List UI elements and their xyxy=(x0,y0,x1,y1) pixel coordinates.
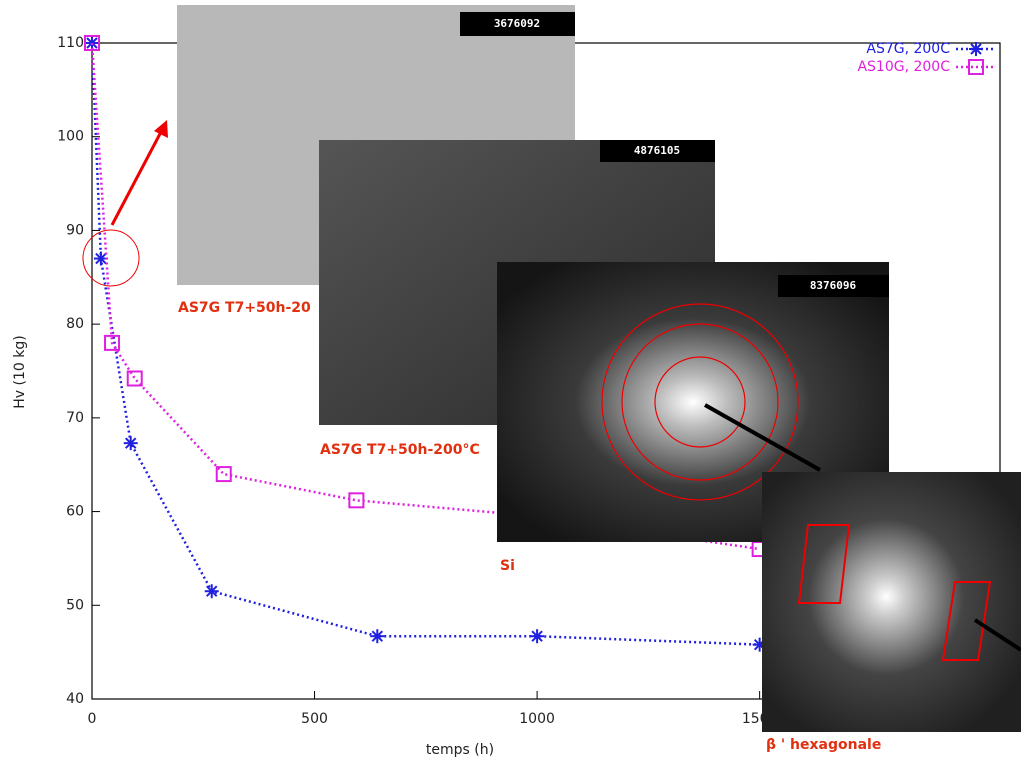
legend-label: AS10G, 200C xyxy=(857,59,950,75)
arrow-head xyxy=(154,120,168,138)
image-id-box xyxy=(778,275,889,297)
image-caption: AS7G T7+50h-20 xyxy=(178,300,311,316)
x-tick-label: 500 xyxy=(301,711,328,727)
marker xyxy=(126,370,143,387)
ring xyxy=(654,356,746,448)
region-box xyxy=(941,581,992,661)
y-axis-label: Hv (10 kg) xyxy=(12,335,28,408)
y-tick-label: 50 xyxy=(66,597,84,613)
x-axis-label: temps (h) xyxy=(426,742,494,758)
marker-stroke xyxy=(125,437,137,449)
x-tick-label: 1000 xyxy=(519,711,555,727)
marker-stroke xyxy=(95,252,107,265)
legend-label: AS7G, 200C xyxy=(866,41,950,57)
marker-stroke xyxy=(970,43,982,55)
image-caption: β ' hexagonale xyxy=(766,737,881,753)
image-id: 4876105 xyxy=(634,144,680,157)
marker-stroke xyxy=(531,630,543,642)
marker xyxy=(104,334,121,351)
legend-marker xyxy=(969,42,983,56)
y-tick-label: 70 xyxy=(66,410,84,426)
marker-stroke xyxy=(206,585,218,597)
y-tick-label: 40 xyxy=(66,691,84,707)
marker xyxy=(530,629,545,644)
x-tick-label: 0 xyxy=(88,711,97,727)
beam-stop xyxy=(704,403,821,472)
y-tick-label: 90 xyxy=(66,222,84,238)
image-caption: AS7G T7+50h-200°C xyxy=(320,442,480,458)
image-id: 3676092 xyxy=(494,17,540,30)
y-tick-label: 100 xyxy=(57,129,84,145)
y-tick-label: 80 xyxy=(66,316,84,332)
marker xyxy=(84,35,100,51)
legend-marker xyxy=(968,59,984,75)
marker xyxy=(123,436,138,451)
ring xyxy=(621,323,779,481)
image-id: 8376096 xyxy=(810,279,857,292)
marker xyxy=(370,629,385,644)
beam-stop xyxy=(973,618,1021,652)
highlight-circle xyxy=(82,229,140,287)
marker xyxy=(204,584,219,599)
arrow xyxy=(110,129,164,226)
image-id-box xyxy=(600,140,715,162)
y-tick-label: 60 xyxy=(66,504,84,520)
y-tick-label: 110 xyxy=(57,35,84,51)
marker-stroke xyxy=(371,630,384,642)
image-caption: Si xyxy=(500,558,515,574)
region-box xyxy=(797,524,851,604)
marker xyxy=(215,466,232,483)
marker xyxy=(348,492,365,509)
ring xyxy=(601,303,799,501)
image-id-box xyxy=(460,12,575,36)
